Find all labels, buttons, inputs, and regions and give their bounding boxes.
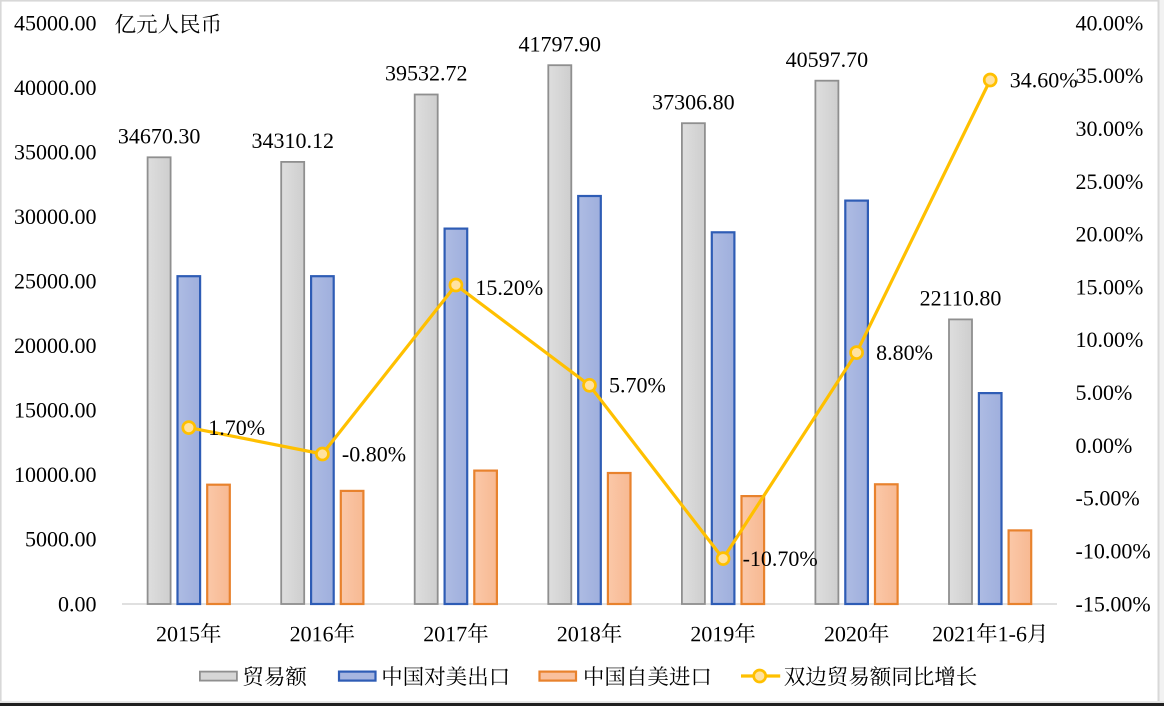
svg-text:40.00%: 40.00% xyxy=(1076,10,1144,35)
svg-text:37306.80: 37306.80 xyxy=(652,89,735,114)
svg-text:-5.00%: -5.00% xyxy=(1076,486,1140,511)
svg-text:-10.70%: -10.70% xyxy=(743,546,818,571)
svg-text:30.00%: 30.00% xyxy=(1076,116,1144,141)
svg-text:1.70%: 1.70% xyxy=(208,415,265,440)
svg-text:35.00%: 35.00% xyxy=(1076,63,1144,88)
svg-text:25000.00: 25000.00 xyxy=(14,269,97,294)
svg-text:-0.80%: -0.80% xyxy=(342,441,406,466)
svg-text:5000.00: 5000.00 xyxy=(25,527,97,552)
svg-text:5.70%: 5.70% xyxy=(609,373,666,398)
svg-text:34310.12: 34310.12 xyxy=(251,128,334,153)
svg-text:15.20%: 15.20% xyxy=(475,275,543,300)
svg-text:40597.70: 40597.70 xyxy=(786,47,869,72)
svg-text:39532.72: 39532.72 xyxy=(385,61,468,86)
svg-text:5.00%: 5.00% xyxy=(1076,380,1133,405)
svg-text:20000.00: 20000.00 xyxy=(14,333,97,358)
svg-text:22110.80: 22110.80 xyxy=(920,286,1002,311)
svg-text:8.80%: 8.80% xyxy=(876,340,933,365)
svg-text:20.00%: 20.00% xyxy=(1076,222,1144,247)
svg-text:-15.00%: -15.00% xyxy=(1076,591,1151,616)
svg-text:10.00%: 10.00% xyxy=(1076,327,1144,352)
svg-text:-10.00%: -10.00% xyxy=(1076,539,1151,564)
svg-text:0.00%: 0.00% xyxy=(1076,433,1133,458)
svg-text:34.60%: 34.60% xyxy=(1010,67,1078,92)
svg-text:34670.30: 34670.30 xyxy=(118,123,201,148)
svg-text:41797.90: 41797.90 xyxy=(519,31,602,56)
svg-text:0.00: 0.00 xyxy=(58,591,97,616)
svg-text:30000.00: 30000.00 xyxy=(14,204,97,229)
svg-text:25.00%: 25.00% xyxy=(1076,169,1144,194)
svg-text:45000.00: 45000.00 xyxy=(14,10,97,35)
svg-text:15000.00: 15000.00 xyxy=(14,398,97,423)
svg-text:40000.00: 40000.00 xyxy=(14,75,97,100)
svg-text:10000.00: 10000.00 xyxy=(14,462,97,487)
svg-text:15.00%: 15.00% xyxy=(1076,274,1144,299)
svg-text:35000.00: 35000.00 xyxy=(14,139,97,164)
